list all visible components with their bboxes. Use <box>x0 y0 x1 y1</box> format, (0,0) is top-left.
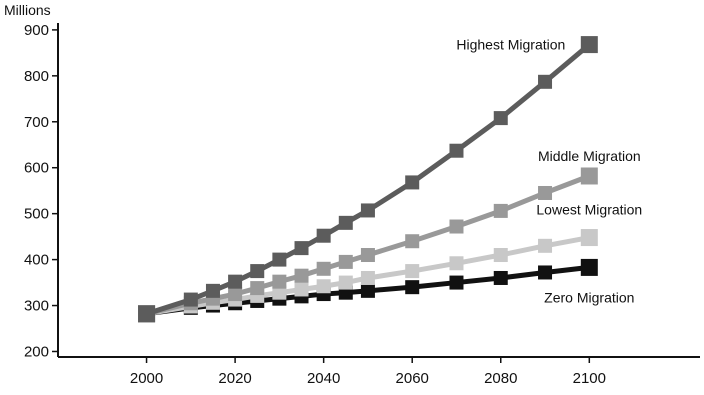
x-tick-label: 2100 <box>573 370 606 387</box>
data-point <box>138 305 156 323</box>
data-point <box>538 74 553 89</box>
data-point <box>250 264 265 279</box>
data-point <box>449 219 464 234</box>
data-point <box>493 203 508 218</box>
data-point <box>449 256 464 271</box>
data-point <box>360 270 375 285</box>
data-point <box>316 228 331 243</box>
data-point <box>294 282 309 297</box>
data-point <box>580 229 598 247</box>
data-point <box>250 281 265 296</box>
y-tick-label: 800 <box>24 68 49 85</box>
data-point <box>580 258 598 276</box>
y-axis-unit-label: Millions <box>4 2 51 18</box>
x-tick-label: 2040 <box>307 370 340 387</box>
data-point <box>449 143 464 158</box>
data-point <box>338 275 353 290</box>
x-tick-label: 2020 <box>218 370 251 387</box>
axes: 200 300 400 500 600 700 800 900 2000 2020 2040 2060… <box>24 22 700 387</box>
plot-area: Zero Migration Lowest Migration Middle Mig… <box>138 36 642 323</box>
y-tick-label: 700 <box>24 114 49 131</box>
data-point <box>272 252 287 267</box>
data-point <box>405 234 420 249</box>
data-point <box>493 270 508 285</box>
y-tick-label: 900 <box>24 22 49 39</box>
data-point <box>405 175 420 190</box>
data-point <box>272 285 287 300</box>
series-highest-migration <box>138 36 598 323</box>
data-point <box>205 283 220 298</box>
data-point <box>493 111 508 126</box>
series-label: Lowest Migration <box>536 202 642 218</box>
series-label: Highest Migration <box>456 37 565 53</box>
y-tick-label: 400 <box>24 252 49 269</box>
data-point <box>338 215 353 230</box>
data-point <box>538 185 553 200</box>
data-point <box>449 275 464 290</box>
y-tick-label: 300 <box>24 298 49 315</box>
data-point <box>360 248 375 263</box>
data-point <box>360 203 375 218</box>
y-tick-label: 600 <box>24 160 49 177</box>
data-point <box>183 292 198 307</box>
data-point <box>405 280 420 295</box>
series-label: Middle Migration <box>538 148 641 164</box>
series-label: Zero Migration <box>544 289 634 305</box>
y-tick-label: 200 <box>24 343 49 360</box>
data-point <box>405 264 420 279</box>
data-point <box>316 261 331 276</box>
x-tick-label: 2080 <box>484 370 517 387</box>
data-point <box>316 279 331 294</box>
data-point <box>493 248 508 263</box>
data-point <box>538 265 553 280</box>
data-point <box>538 238 553 253</box>
data-point <box>294 268 309 283</box>
data-point <box>580 36 598 54</box>
data-point <box>360 283 375 298</box>
data-point <box>294 241 309 256</box>
data-point <box>272 274 287 289</box>
y-tick-label: 500 <box>24 206 49 223</box>
data-point <box>580 167 598 185</box>
data-point <box>228 274 243 289</box>
data-point <box>228 287 243 302</box>
data-point <box>338 254 353 269</box>
x-tick-label: 2060 <box>396 370 429 387</box>
series-middle-migration <box>138 167 598 323</box>
x-tick-label: 2000 <box>130 370 163 387</box>
